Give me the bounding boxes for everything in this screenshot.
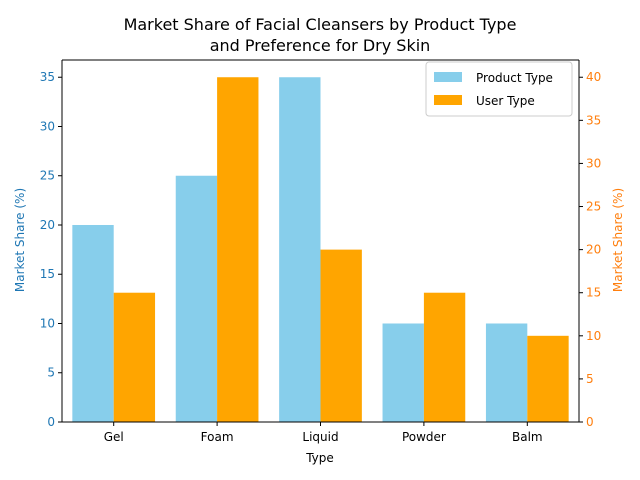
x-axis-label: Type (305, 451, 334, 465)
legend-swatch-user-type (434, 95, 462, 105)
left-axis-label: Market Share (%) (13, 188, 27, 292)
x-tick-label-foam: Foam (201, 430, 234, 444)
right-tick-label-0: 0 (586, 415, 594, 429)
bar-product-type-liquid (279, 77, 321, 422)
bar-user-type-liquid (320, 249, 362, 422)
bar-product-type-gel (72, 224, 114, 422)
x-tick-label-gel: Gel (104, 430, 124, 444)
right-tick-label-20: 20 (586, 243, 601, 257)
legend-label-user-type: User Type (476, 94, 535, 108)
right-tick-label-15: 15 (586, 286, 601, 300)
right-tick-label-10: 10 (586, 329, 601, 343)
legend-label-product-type: Product Type (476, 71, 553, 85)
legend-swatch-product-type (434, 72, 462, 82)
legend: Product Type User Type (425, 61, 573, 117)
left-tick-label-5: 5 (47, 366, 55, 380)
bar-product-type-balm (485, 323, 528, 422)
ticks-group: 0 5 10 15 20 25 30 35 0 5 10 15 20 25 30 35 40 Gel Foam Liq… (40, 70, 602, 444)
right-tick-label-5: 5 (586, 372, 594, 386)
left-tick-label-0: 0 (47, 415, 55, 429)
left-tick-label-20: 20 (40, 218, 55, 232)
bar-user-type-balm (527, 335, 569, 422)
bar-product-type-foam (175, 175, 218, 422)
left-tick-label-15: 15 (40, 267, 55, 281)
right-tick-label-40: 40 (586, 70, 601, 84)
chart-title-line-1: Market Share of Facial Cleansers by Prod… (124, 15, 517, 34)
left-tick-label-25: 25 (40, 169, 55, 183)
right-tick-label-25: 25 (586, 200, 601, 214)
right-tick-label-30: 30 (586, 156, 601, 170)
left-tick-label-35: 35 (40, 70, 55, 84)
x-tick-label-balm: Balm (512, 430, 543, 444)
bar-user-type-gel (113, 292, 156, 422)
bar-user-type-powder (423, 292, 466, 422)
bar-product-type-powder (382, 323, 424, 422)
bar-user-type-foam (217, 77, 259, 422)
right-tick-label-35: 35 (586, 113, 601, 127)
x-tick-label-liquid: Liquid (302, 430, 338, 444)
x-tick-label-powder: Powder (402, 430, 446, 444)
left-tick-label-30: 30 (40, 119, 55, 133)
legend-frame (425, 61, 573, 117)
chart-title-line-2: and Preference for Dry Skin (210, 36, 431, 55)
right-axis-label: Market Share (%) (611, 188, 625, 292)
left-tick-label-10: 10 (40, 316, 55, 330)
bars-group (72, 77, 569, 422)
